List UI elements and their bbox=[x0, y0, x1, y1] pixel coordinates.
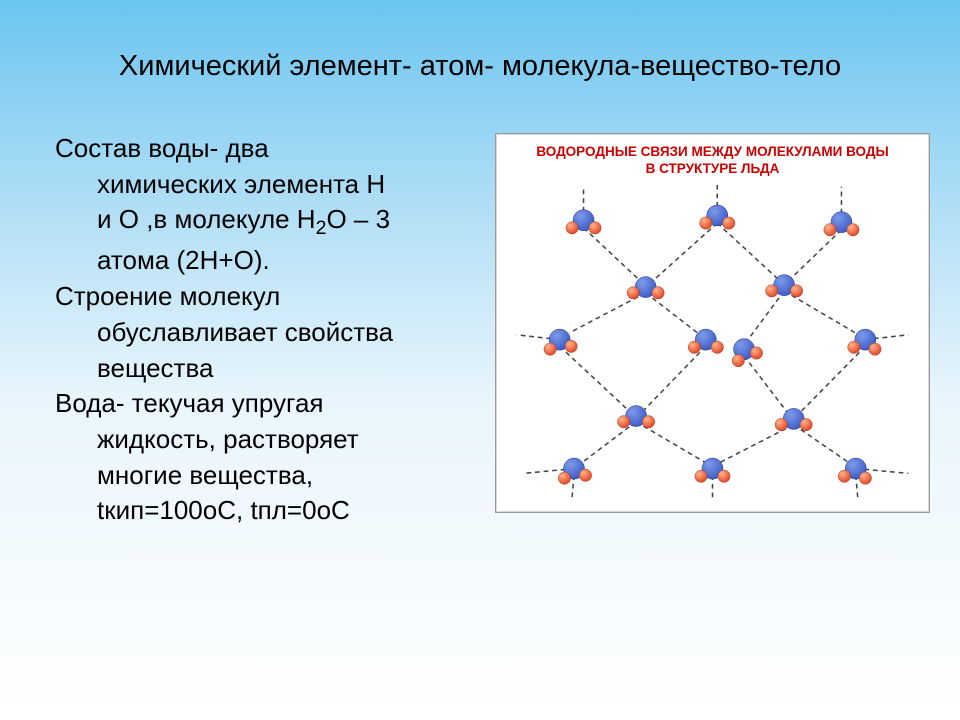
para-1-line-1: Состав воды- два bbox=[55, 133, 475, 165]
para-3-line-1: Вода- текучая упругая bbox=[55, 388, 475, 420]
para-1-line-2: химических элемента H bbox=[55, 169, 475, 201]
para-1-line-4: атома (2Н+О). bbox=[55, 245, 475, 277]
figure-panel: ВОДОРОДНЫЕ СВЯЗИ МЕЖДУ МОЛЕКУЛАМИ ВОДЫ В… bbox=[495, 133, 930, 513]
para-2-line-1: Строение молекул bbox=[55, 281, 475, 313]
figure-caption-line-2: В СТРУКТУРЕ ЛЬДА bbox=[646, 161, 780, 176]
para-3-line-3: многие вещества, bbox=[55, 460, 475, 492]
para-2-line-2: обуславливает свойства bbox=[55, 317, 475, 349]
p1c-subscript: 2 bbox=[316, 218, 327, 240]
para-3-line-4: tкип=100оС, tпл=0оС bbox=[55, 495, 475, 527]
p1c-before: и O ,в молекуле H bbox=[97, 204, 316, 234]
para-1-line-3: и O ,в молекуле H2O – 3 bbox=[55, 204, 475, 241]
lattice-diagram bbox=[500, 182, 925, 502]
para-2-line-3: вещества bbox=[55, 353, 475, 385]
slide-title: Химический элемент- атом- молекула-вещес… bbox=[0, 0, 960, 83]
figure-caption: ВОДОРОДНЫЕ СВЯЗИ МЕЖДУ МОЛЕКУЛАМИ ВОДЫ В… bbox=[500, 138, 925, 182]
body-text: Состав воды- два химических элемента H и… bbox=[55, 133, 475, 531]
p1c-after: O – 3 bbox=[326, 204, 390, 234]
lattice-svg bbox=[500, 182, 925, 502]
para-3-line-2: жидкость, растворяет bbox=[55, 424, 475, 456]
figure-caption-line-1: ВОДОРОДНЫЕ СВЯЗИ МЕЖДУ МОЛЕКУЛАМИ ВОДЫ bbox=[536, 144, 888, 159]
content-row: Состав воды- два химических элемента H и… bbox=[0, 83, 960, 531]
